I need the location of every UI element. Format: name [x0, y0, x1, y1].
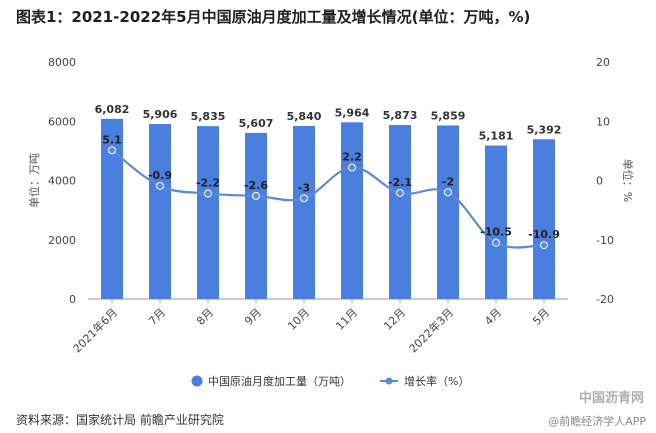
y-left-tick-label: 6000 [48, 115, 76, 128]
y-right-tick-label: -10 [596, 234, 614, 247]
bar [341, 122, 363, 299]
x-tick-label: 4月 [482, 306, 504, 328]
bar-value-label: 5,873 [383, 109, 418, 122]
bar-value-label: 5,840 [287, 110, 322, 123]
line-point [444, 188, 452, 197]
line-value-label: -2.6 [244, 179, 268, 192]
y-left-tick-label: 2000 [48, 234, 76, 247]
x-tick-label: 2021年6月 [70, 305, 120, 355]
line-value-label: 5.1 [102, 133, 122, 146]
x-tick-label: 5月 [530, 306, 552, 328]
bar-value-label: 5,859 [431, 109, 466, 122]
bar-value-label: 5,835 [191, 110, 226, 123]
bar-value-label: 5,181 [479, 130, 514, 143]
bar [437, 125, 459, 299]
x-tick-label: 2022年3月 [406, 305, 456, 355]
bar-value-label: 5,607 [239, 117, 274, 130]
line-point [204, 189, 212, 198]
legend-line-marker [385, 377, 393, 385]
watermark-logo: 中国沥青网 [578, 391, 644, 406]
y-left-tick-label: 8000 [48, 56, 76, 69]
line-value-label: -2.1 [388, 176, 412, 189]
x-tick-label: 9月 [242, 306, 264, 328]
source-note: 资料来源：国家统计局 前瞻产业研究院 [16, 413, 224, 427]
y-right-axis-label: 单位：% [621, 159, 635, 202]
y-right-tick-label: 10 [596, 115, 610, 128]
y-right-tick-label: -20 [596, 293, 614, 306]
x-tick-label: 11月 [333, 306, 360, 333]
legend-line-label: 增长率（%） [404, 374, 469, 388]
y-left-tick-label: 0 [69, 293, 76, 306]
x-tick-label: 10月 [285, 306, 312, 333]
bar [197, 126, 219, 299]
watermark-text: @前瞻经济学人APP [548, 415, 646, 428]
line-value-label: 2.2 [342, 150, 362, 163]
line-point [252, 191, 260, 200]
line-point [156, 181, 164, 190]
line-point [540, 241, 548, 250]
line-point [348, 163, 356, 172]
line-point [492, 238, 500, 247]
y-left-axis-label: 单位：万吨 [27, 153, 41, 208]
legend-bar-marker [191, 375, 203, 387]
x-tick-label: 7月 [146, 306, 168, 328]
bar-value-label: 5,964 [335, 106, 370, 119]
x-tick-label: 12月 [381, 306, 408, 333]
y-right-tick-label: 0 [596, 175, 603, 188]
line-value-label: -0.9 [148, 169, 172, 182]
x-tick-label: 8月 [194, 306, 216, 328]
line-value-label: -2 [442, 175, 454, 188]
bar [245, 132, 267, 299]
y-right-tick-label: 20 [596, 56, 610, 69]
bar-value-label: 5,392 [527, 123, 562, 136]
line-point [300, 194, 308, 203]
legend-bar-label: 中国原油月度加工量（万吨） [208, 374, 351, 388]
line-value-label: -3 [298, 181, 310, 194]
growth-rate-line [111, 149, 545, 249]
chart-title: 图表1：2021-2022年5月中国原油月度加工量及增长情况(单位：万吨，%) [16, 8, 531, 26]
line-value-label: -10.5 [480, 226, 512, 239]
bar [149, 124, 171, 299]
bar [485, 145, 507, 299]
bar [389, 125, 411, 299]
line-value-label: -2.2 [196, 177, 220, 190]
bar [101, 118, 123, 300]
line-point [108, 146, 116, 155]
bar-value-label: 5,906 [143, 108, 178, 121]
bar [293, 125, 315, 300]
bar-value-label: 6,082 [95, 103, 130, 116]
line-point [396, 188, 404, 197]
line-value-label: -10.9 [528, 228, 560, 241]
y-left-tick-label: 4000 [48, 175, 76, 188]
bar [533, 139, 555, 299]
